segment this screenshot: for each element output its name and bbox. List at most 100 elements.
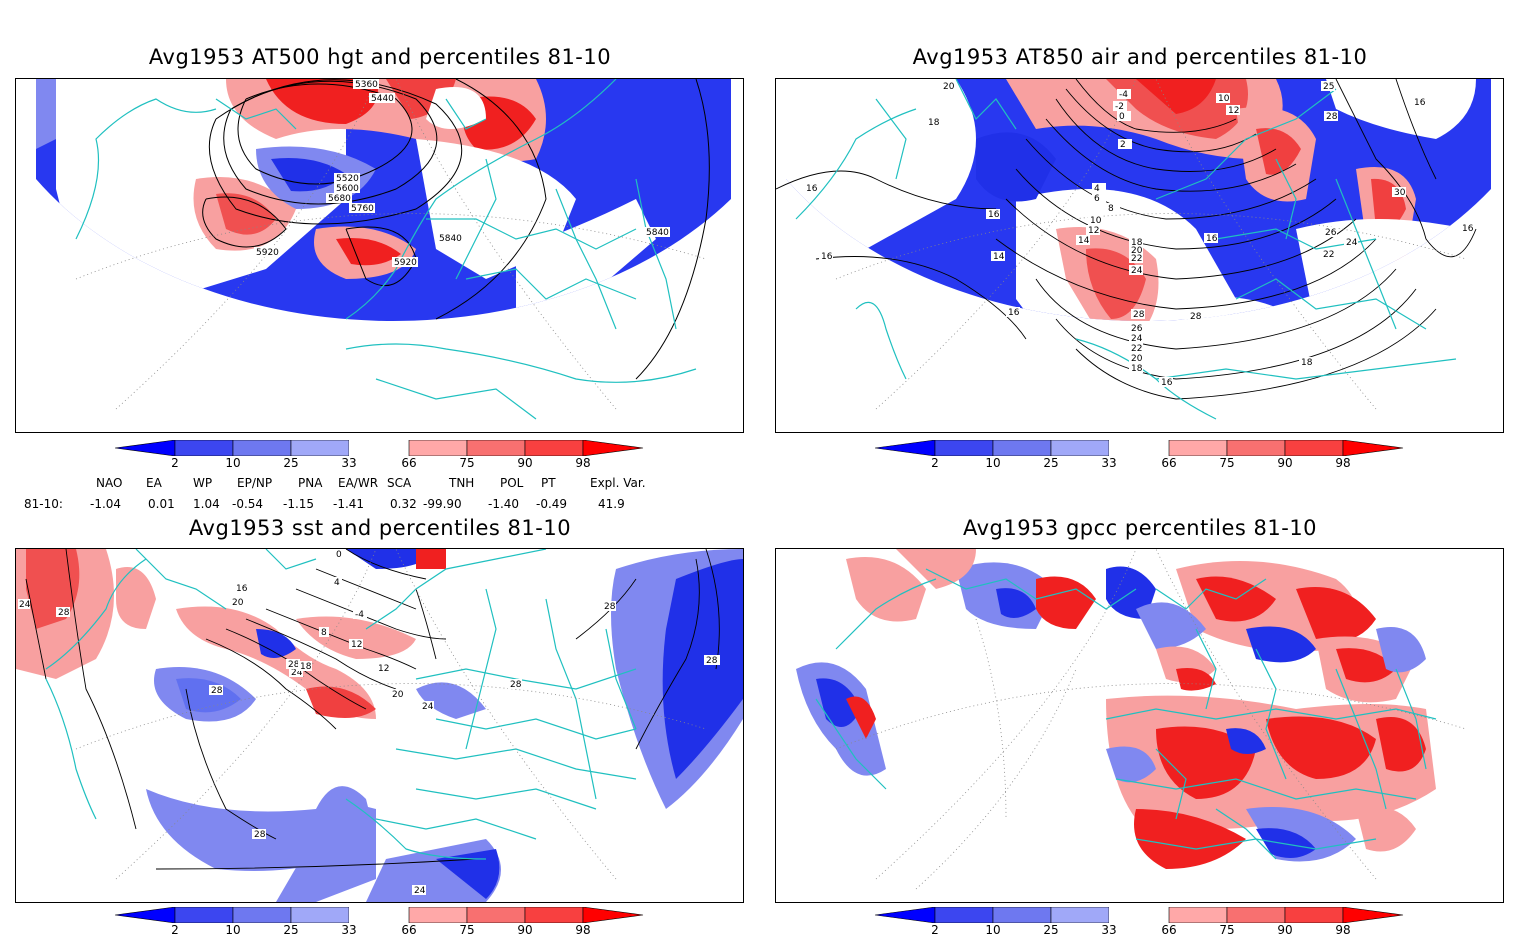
index-header: EP/NP xyxy=(237,476,273,490)
svg-text:14: 14 xyxy=(1078,236,1090,246)
svg-text:8: 8 xyxy=(1108,204,1114,214)
colorbar-gpcc: 2 10 25 33 66 75 90 98 xyxy=(874,906,1405,947)
svg-text:28: 28 xyxy=(1190,312,1202,322)
svg-text:28: 28 xyxy=(288,660,300,670)
colorbar-swatches xyxy=(114,906,644,924)
cb-label: 33 xyxy=(1101,923,1117,937)
svg-text:24: 24 xyxy=(414,886,426,896)
svg-text:24: 24 xyxy=(291,668,303,678)
svg-text:24: 24 xyxy=(1346,238,1358,248)
index-value: -1.40 xyxy=(488,497,520,511)
svg-text:28: 28 xyxy=(211,686,223,696)
index-value: -1.41 xyxy=(333,497,365,511)
cb-label: 98 xyxy=(575,456,591,470)
svg-text:28: 28 xyxy=(1133,310,1145,320)
svg-text:22: 22 xyxy=(1131,254,1142,264)
svg-text:0: 0 xyxy=(1119,112,1125,122)
svg-text:2: 2 xyxy=(1120,140,1126,150)
map-hgt500: 5360 5440 5520 5600 5680 5760 5840 5840 … xyxy=(36,79,731,420)
svg-text:16: 16 xyxy=(821,252,833,262)
svg-text:-4: -4 xyxy=(1119,90,1128,100)
cb-label: 90 xyxy=(517,923,533,937)
index-value: -99.90 xyxy=(423,497,462,511)
svg-text:18: 18 xyxy=(928,118,940,128)
cb-label: 98 xyxy=(575,923,591,937)
index-value: -0.54 xyxy=(232,497,264,511)
svg-text:5840: 5840 xyxy=(439,234,462,244)
map-air850: 20 18 16 16 14 16 16 -4 -2 0 2 4 6 8 10 … xyxy=(776,79,1491,420)
svg-text:28: 28 xyxy=(58,608,70,618)
svg-text:8: 8 xyxy=(321,628,327,638)
title-sst: Avg1953 sst and percentiles 81-10 xyxy=(188,516,572,540)
index-header: PT xyxy=(541,476,556,490)
svg-text:26: 26 xyxy=(1131,324,1143,334)
cb-label: 10 xyxy=(985,923,1001,937)
map-gpcc xyxy=(796,549,1467,890)
title-hgt500: Avg1953 AT500 hgt and percentiles 81-10 xyxy=(148,45,612,69)
svg-text:24: 24 xyxy=(1131,266,1143,276)
cb-label: 75 xyxy=(1219,923,1235,937)
cb-label: 10 xyxy=(985,456,1001,470)
svg-text:25: 25 xyxy=(1323,82,1334,92)
cb-label: 90 xyxy=(517,456,533,470)
svg-text:16: 16 xyxy=(806,184,818,194)
svg-text:5360: 5360 xyxy=(355,80,378,90)
cb-label: 33 xyxy=(341,923,357,937)
svg-text:5440: 5440 xyxy=(371,94,394,104)
cb-label: 25 xyxy=(283,923,299,937)
title-gpcc: Avg1953 gpcc percentiles 81-10 xyxy=(962,516,1318,540)
map-panel-hgt500: 5360 5440 5520 5600 5680 5760 5840 5840 … xyxy=(15,78,744,433)
svg-text:4: 4 xyxy=(334,578,340,588)
svg-text:16: 16 xyxy=(1414,98,1426,108)
svg-text:12: 12 xyxy=(1228,106,1239,116)
cb-label: 75 xyxy=(1219,456,1235,470)
cb-label: 90 xyxy=(1277,456,1293,470)
index-value: -1.15 xyxy=(283,497,315,511)
svg-text:16: 16 xyxy=(1008,308,1020,318)
svg-text:16: 16 xyxy=(1206,234,1218,244)
index-header: WP xyxy=(193,476,213,490)
cb-label: 2 xyxy=(931,456,939,470)
svg-text:6: 6 xyxy=(1094,194,1100,204)
index-header: EA/WR xyxy=(338,476,379,490)
svg-text:16: 16 xyxy=(1161,378,1173,388)
map-panel-gpcc xyxy=(775,548,1504,903)
svg-text:0: 0 xyxy=(336,550,342,560)
svg-text:16: 16 xyxy=(1462,224,1474,234)
map-sst: 24 28 28 28 24 28 18 12 8 4 -4 0 12 20 2… xyxy=(16,549,743,902)
index-header: SCA xyxy=(387,476,412,490)
svg-text:28: 28 xyxy=(604,602,616,612)
svg-text:20: 20 xyxy=(232,598,244,608)
svg-text:26: 26 xyxy=(1325,228,1337,238)
index-value: -0.49 xyxy=(536,497,568,511)
svg-text:18: 18 xyxy=(1131,364,1143,374)
svg-text:28: 28 xyxy=(1326,112,1338,122)
map-panel-sst: 24 28 28 28 24 28 18 12 8 4 -4 0 12 20 2… xyxy=(15,548,744,903)
index-header: TNH xyxy=(449,476,475,490)
cb-label: 75 xyxy=(459,456,475,470)
index-value: 1.04 xyxy=(193,497,220,511)
colorbar-swatches xyxy=(874,906,1404,924)
svg-text:28: 28 xyxy=(706,656,718,666)
svg-text:-4: -4 xyxy=(355,610,364,620)
cb-label: 25 xyxy=(1043,456,1059,470)
cb-label: 2 xyxy=(931,923,939,937)
index-header: PNA xyxy=(298,476,323,490)
svg-text:20: 20 xyxy=(1131,354,1143,364)
index-header: POL xyxy=(500,476,524,490)
svg-text:10: 10 xyxy=(1218,94,1230,104)
svg-text:22: 22 xyxy=(1131,344,1142,354)
svg-text:-2: -2 xyxy=(1115,102,1124,112)
cb-label: 98 xyxy=(1335,923,1351,937)
index-value: 0.32 xyxy=(390,497,417,511)
svg-text:12: 12 xyxy=(378,664,389,674)
svg-text:10: 10 xyxy=(1090,216,1102,226)
index-value: -1.04 xyxy=(90,497,122,511)
cb-label: 25 xyxy=(283,456,299,470)
svg-text:12: 12 xyxy=(351,640,362,650)
index-header: EA xyxy=(146,476,162,490)
colorbar-swatches xyxy=(874,439,1404,457)
cb-label: 75 xyxy=(459,923,475,937)
title-air850: Avg1953 AT850 air and percentiles 81-10 xyxy=(912,45,1368,69)
cb-label: 33 xyxy=(1101,456,1117,470)
